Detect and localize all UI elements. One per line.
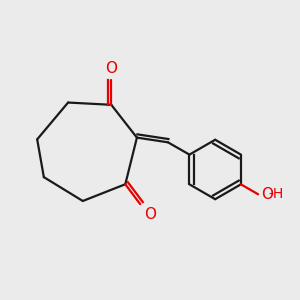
Text: O: O — [105, 61, 117, 76]
Text: -H: -H — [268, 187, 284, 201]
Text: O: O — [144, 207, 156, 222]
Text: O: O — [261, 187, 273, 202]
